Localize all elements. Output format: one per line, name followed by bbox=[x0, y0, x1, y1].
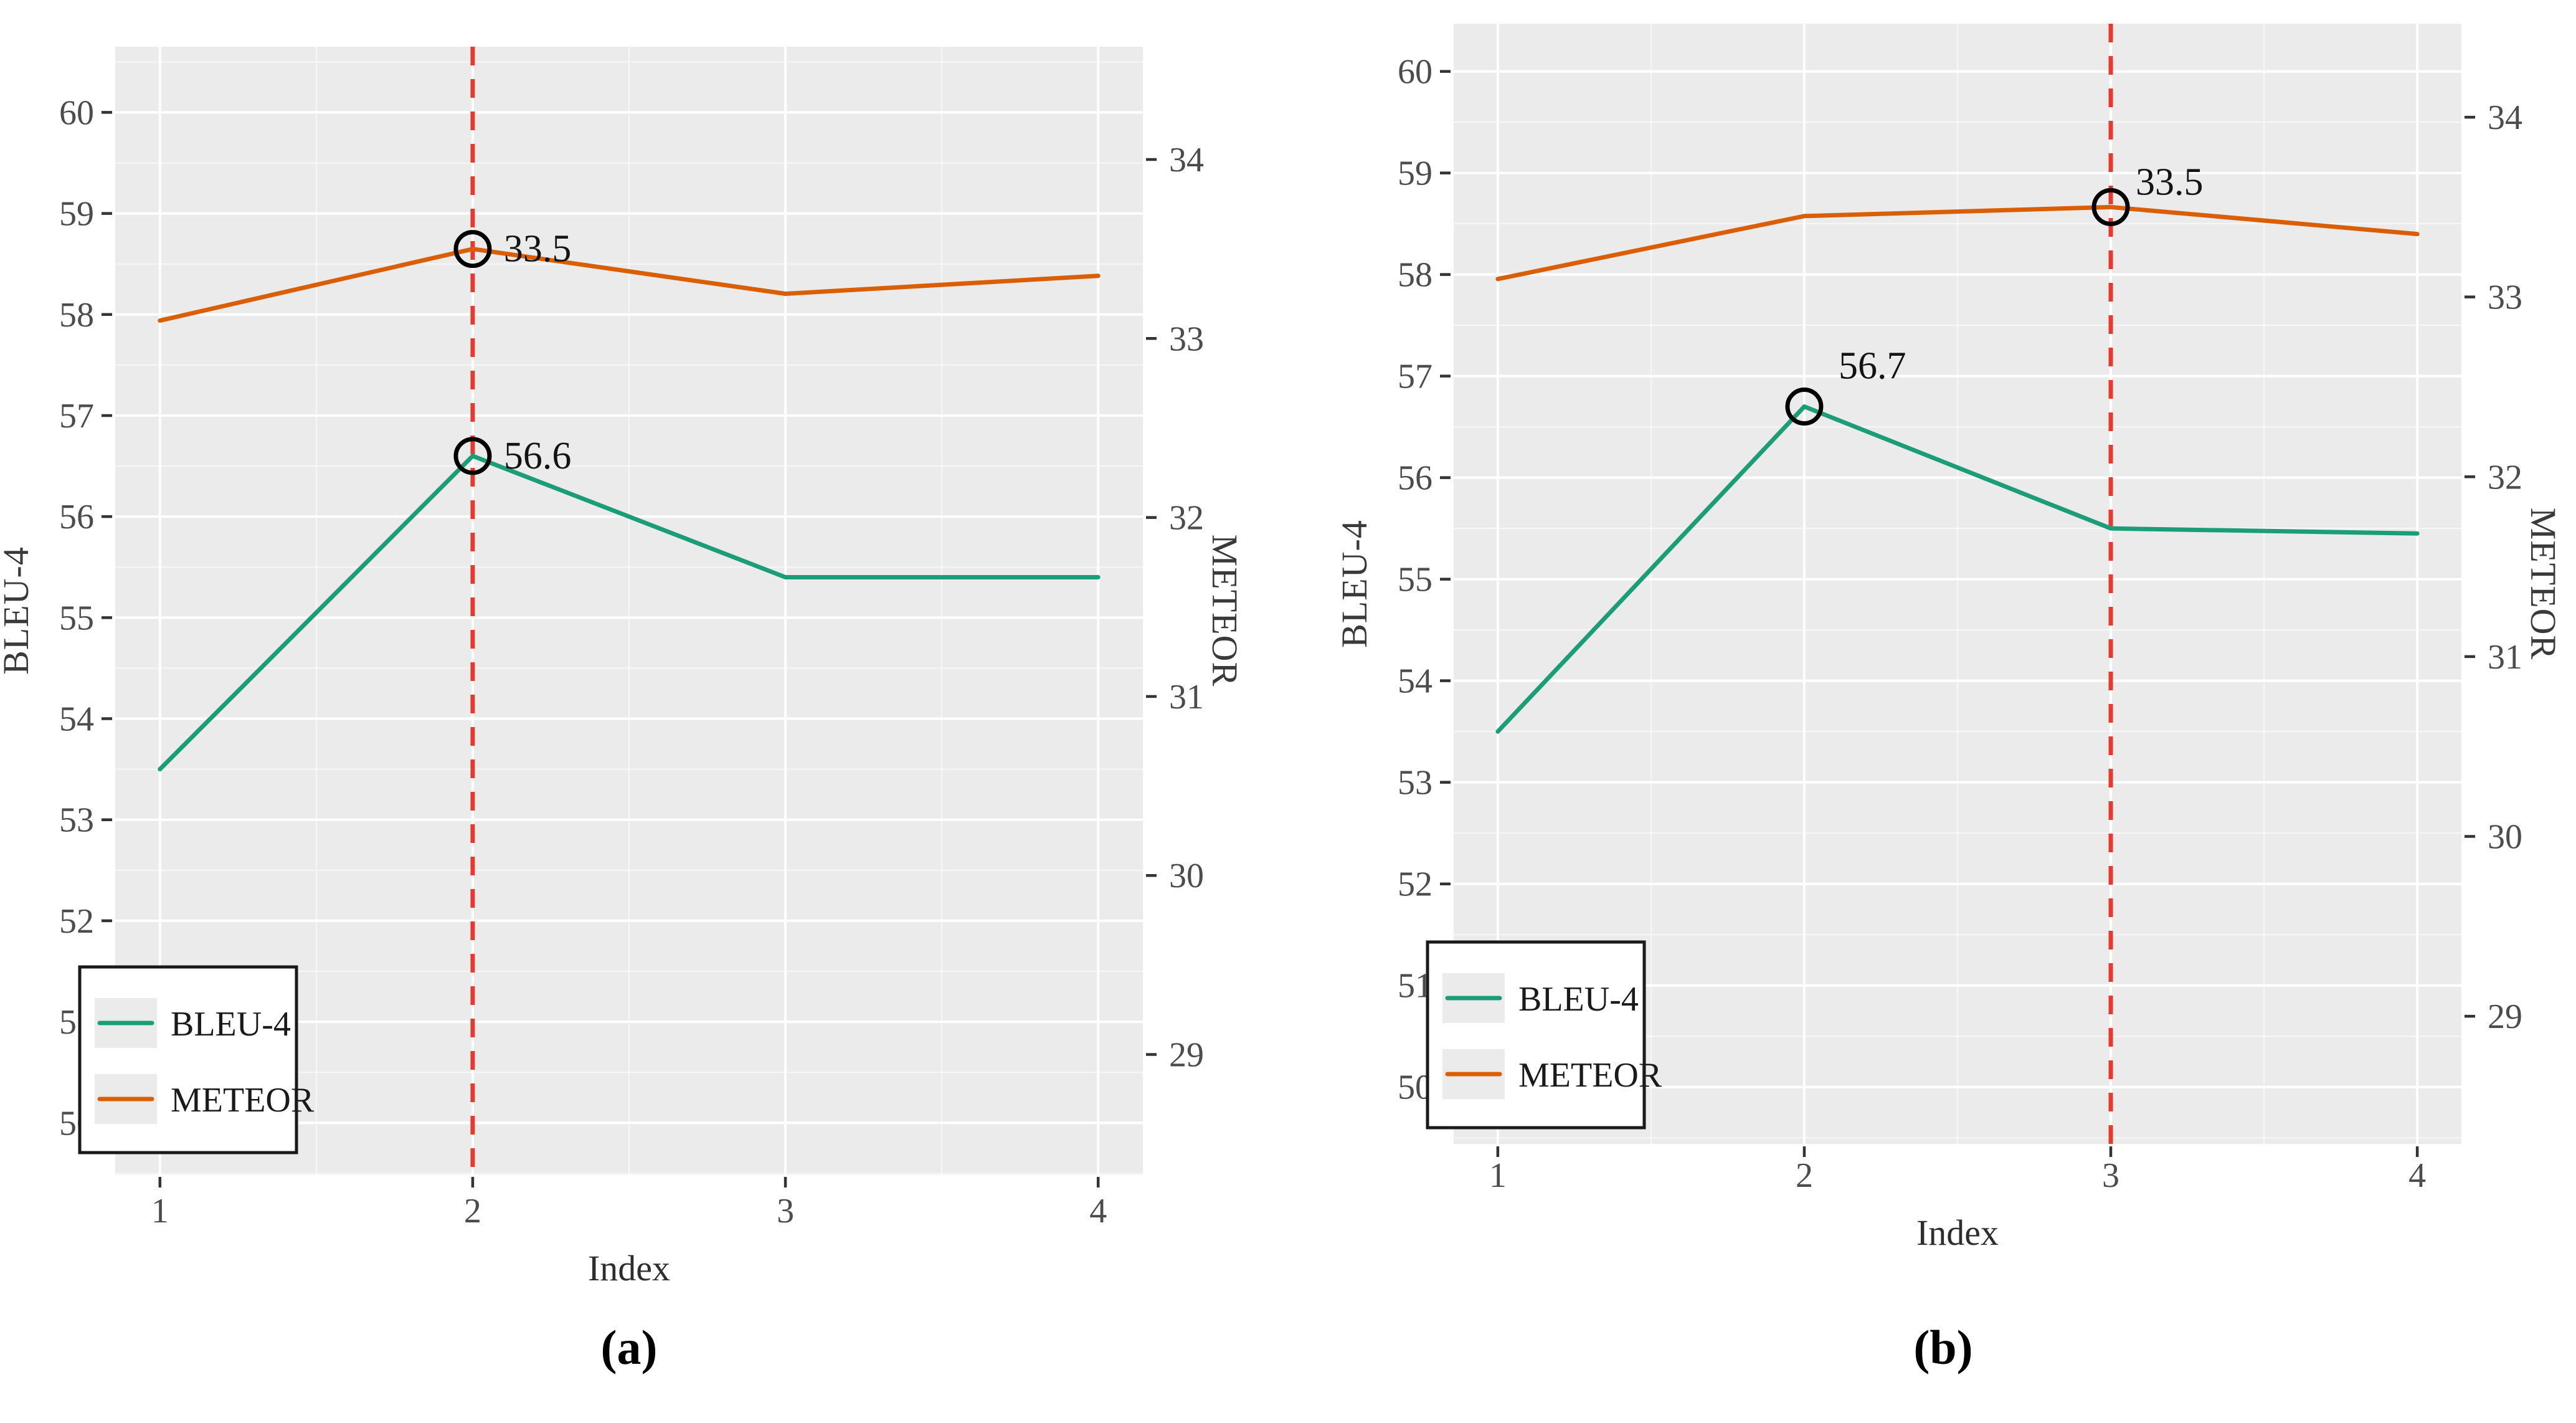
legend-item-label: BLEU-4 bbox=[171, 1005, 291, 1044]
right-tick-label: 33 bbox=[1169, 320, 1204, 358]
x-tick-label: 3 bbox=[2102, 1156, 2119, 1195]
left-tick-label: 55 bbox=[1398, 561, 1432, 599]
left-tick-label: 55 bbox=[59, 599, 94, 637]
peak-marker bbox=[453, 437, 492, 475]
bleu4-line bbox=[158, 454, 1101, 772]
caption-a: (a) bbox=[600, 1320, 658, 1374]
right-axis-title: METEOR bbox=[1205, 535, 1245, 687]
right-tick-label: 31 bbox=[2488, 638, 2522, 677]
meteor-line bbox=[158, 247, 1101, 323]
left-tick-label: 54 bbox=[59, 700, 94, 739]
left-tick-label: 56 bbox=[59, 498, 94, 536]
right-axis-title: METEOR bbox=[2523, 508, 2564, 660]
annotation-label: 33.5 bbox=[504, 228, 572, 270]
caption-b: (b) bbox=[1913, 1320, 1973, 1374]
right-tick-label: 33 bbox=[2488, 278, 2522, 317]
x-axis-title: Index bbox=[1916, 1212, 1999, 1253]
right-tick-label: 34 bbox=[1169, 141, 1204, 179]
x-axis-title: Index bbox=[588, 1248, 670, 1288]
annotation-label: 56.6 bbox=[504, 435, 572, 477]
left-axis-title: BLEU-4 bbox=[1334, 520, 1375, 648]
right-tick-label: 32 bbox=[1169, 499, 1204, 538]
legend: BLEU-4 METEOR bbox=[1426, 940, 1662, 1130]
peak-marker bbox=[1785, 388, 1824, 426]
right-tick-label: 30 bbox=[1169, 857, 1204, 895]
legend-box bbox=[1426, 940, 1646, 1130]
left-tick-label: 60 bbox=[59, 93, 94, 132]
x-tick-label: 4 bbox=[1089, 1192, 1107, 1230]
right-tick-label: 29 bbox=[1169, 1036, 1204, 1075]
left-tick-label: 52 bbox=[1398, 865, 1432, 904]
right-tick-label: 29 bbox=[2488, 997, 2522, 1036]
chart-b: 33.556.760595857565554535251503433323130… bbox=[1334, 24, 2564, 1253]
left-tick-label: 57 bbox=[1398, 358, 1432, 396]
peak-marker bbox=[2091, 188, 2130, 226]
left-tick-label: 58 bbox=[59, 296, 94, 335]
x-tick-label: 2 bbox=[1796, 1156, 1813, 1195]
left-tick-label: 58 bbox=[1398, 256, 1432, 295]
x-tick-label: 1 bbox=[151, 1192, 169, 1230]
x-tick-label: 4 bbox=[2408, 1156, 2426, 1195]
x-tick-label: 3 bbox=[777, 1192, 794, 1230]
x-tick-label: 2 bbox=[464, 1192, 481, 1230]
legend: BLEU-4 METEOR bbox=[78, 965, 315, 1154]
right-tick-label: 30 bbox=[2488, 817, 2522, 856]
left-tick-label: 54 bbox=[1398, 662, 1432, 701]
left-tick-label: 57 bbox=[59, 397, 94, 435]
left-tick-label: 52 bbox=[59, 902, 94, 941]
annotation-label: 56.7 bbox=[1839, 345, 1906, 388]
annotation-label: 33.5 bbox=[2136, 161, 2204, 203]
left-tick-label: 59 bbox=[1398, 155, 1432, 193]
legend-item-label: BLEU-4 bbox=[1518, 980, 1639, 1019]
left-axis-title: BLEU-4 bbox=[0, 546, 36, 675]
meteor-line bbox=[1495, 204, 2420, 282]
left-tick-label: 56 bbox=[1398, 459, 1432, 498]
legend-box bbox=[78, 965, 298, 1154]
right-tick-label: 34 bbox=[2488, 98, 2522, 137]
chart-a: 33.556.660595857565554535251503433323130… bbox=[0, 47, 1245, 1288]
left-tick-label: 53 bbox=[59, 801, 94, 840]
legend-item-label: METEOR bbox=[1518, 1056, 1662, 1095]
right-tick-label: 31 bbox=[1169, 678, 1204, 716]
right-tick-label: 32 bbox=[2488, 458, 2522, 497]
bleu4-line bbox=[1495, 404, 2420, 734]
left-tick-label: 53 bbox=[1398, 764, 1432, 802]
left-tick-label: 60 bbox=[1398, 53, 1432, 92]
left-tick-label: 59 bbox=[59, 195, 94, 234]
peak-marker bbox=[453, 230, 492, 269]
legend-item-label: METEOR bbox=[171, 1081, 315, 1120]
x-tick-label: 1 bbox=[1489, 1156, 1507, 1195]
